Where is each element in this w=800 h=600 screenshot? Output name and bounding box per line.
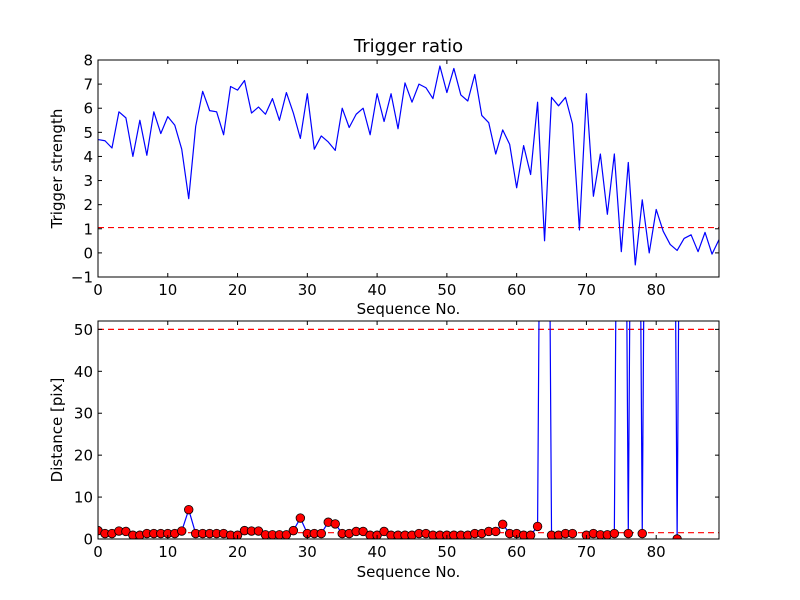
y-tick-label: 40 [74, 363, 93, 381]
x-tick-label: 30 [298, 543, 317, 561]
distance-chart: 0 10 20 30 40 50 60 70 80 0 10 20 30 40 50 Sequence N… [48, 320, 720, 581]
x-tick-label: 60 [507, 543, 526, 561]
data-point-marker [491, 526, 501, 537]
y-axis-label: Distance [pix] [48, 378, 66, 483]
x-tick-label: 50 [437, 281, 456, 299]
y-tick-label: 8 [83, 52, 93, 70]
x-tick-label: 10 [158, 281, 177, 299]
x-tick-label: 70 [577, 281, 596, 299]
data-point-marker [184, 504, 194, 515]
y-tick-label: −1 [71, 269, 93, 287]
data-point-marker [532, 521, 543, 532]
chart-title: Trigger ratio [353, 36, 463, 57]
y-tick-group: −1 0 1 2 3 4 5 6 7 8 [71, 52, 719, 287]
data-point-marker [567, 528, 578, 539]
data-point-marker [497, 519, 508, 530]
y-tick-label: 10 [74, 489, 93, 507]
x-axis-label: Sequence No. [357, 563, 461, 581]
marker-group [98, 504, 682, 539]
data-point-marker [281, 530, 292, 539]
data-point-marker [609, 528, 620, 539]
y-tick-label: 0 [83, 531, 93, 549]
y-tick-label: 7 [83, 76, 93, 94]
data-point-marker [637, 528, 647, 539]
x-tick-label: 80 [647, 281, 666, 299]
series-line-group [98, 65, 719, 266]
x-tick-label: 0 [93, 281, 103, 299]
data-point-marker [232, 530, 243, 539]
x-tick-label: 40 [368, 543, 387, 561]
x-tick-label: 70 [577, 543, 596, 561]
x-tick-label: 40 [368, 281, 387, 299]
x-axis-label: Sequence No. [357, 300, 461, 318]
x-tick-label: 10 [158, 543, 177, 561]
y-tick-label: 6 [83, 100, 93, 118]
data-point-marker [525, 530, 536, 539]
y-tick-label: 5 [83, 124, 93, 142]
y-tick-label: 1 [83, 220, 93, 238]
y-tick-label: 4 [83, 148, 93, 166]
data-point-marker [177, 526, 187, 536]
y-axis-label: Trigger strength [48, 109, 66, 230]
y-tick-label: 3 [83, 172, 93, 190]
plot-frame [97, 320, 720, 540]
x-tick-label: 50 [437, 543, 456, 561]
x-tick-label: 60 [507, 281, 526, 299]
data-point-marker [330, 519, 340, 529]
x-tick-label: 20 [228, 543, 247, 561]
data-point-marker [316, 528, 326, 539]
x-tick-group: 0 10 20 30 40 50 60 70 80 [93, 60, 666, 299]
series-line [98, 65, 719, 266]
x-tick-label: 30 [298, 281, 317, 299]
y-tick-label: 2 [83, 196, 93, 214]
data-point-marker [288, 525, 299, 536]
plot-frame [97, 59, 720, 278]
x-tick-label: 0 [93, 543, 103, 561]
x-tick-group: 0 10 20 30 40 50 60 70 80 [93, 321, 666, 561]
y-tick-group: 0 10 20 30 40 50 [74, 321, 719, 549]
y-tick-label: 0 [83, 244, 93, 262]
y-tick-label: 30 [74, 405, 93, 423]
y-tick-label: 20 [74, 447, 93, 465]
data-point-marker [295, 513, 306, 523]
data-point-marker [623, 528, 633, 539]
data-point-marker [672, 534, 682, 539]
x-tick-label: 80 [647, 543, 666, 561]
x-tick-label: 20 [228, 281, 247, 299]
y-tick-label: 50 [74, 321, 93, 339]
